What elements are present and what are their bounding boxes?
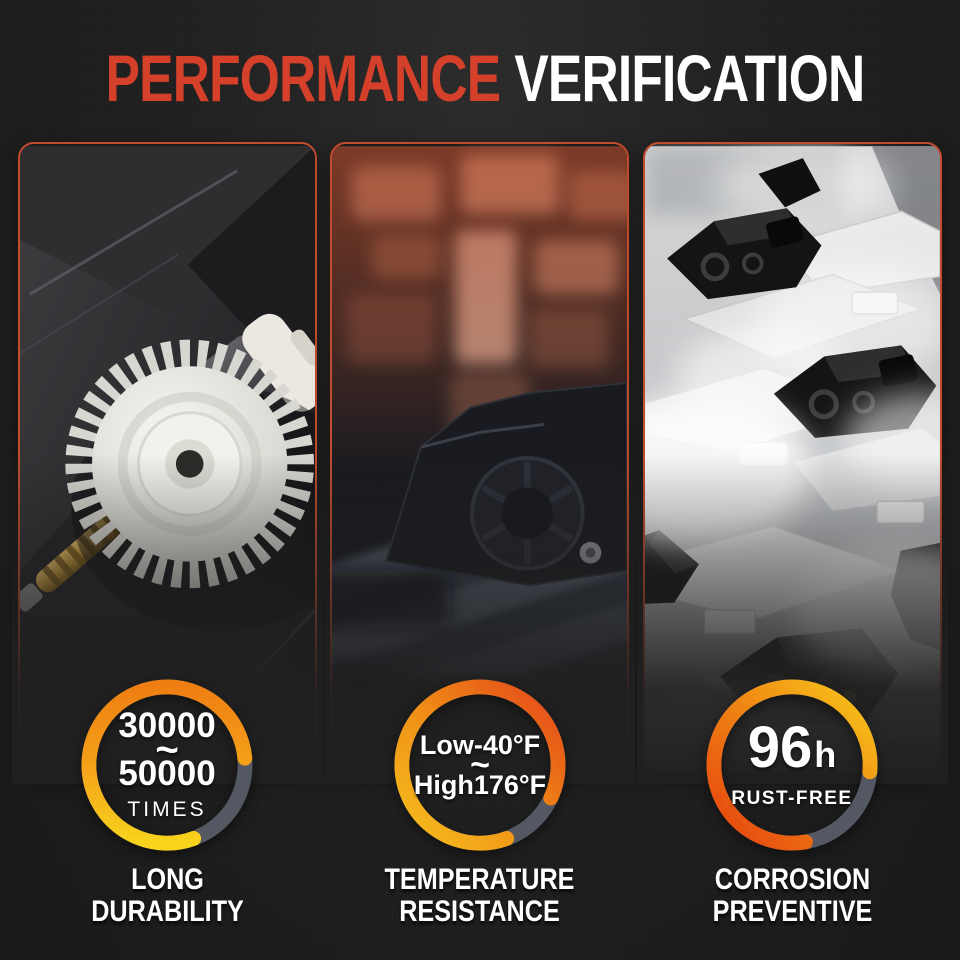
label-line: CORROSION (714, 863, 871, 896)
stat-caption: TIMES (127, 797, 207, 821)
label-line: DURABILITY (91, 895, 244, 928)
durability-stat-badge: 30000 ~ 50000 TIMES (78, 676, 256, 854)
label-long-durability: LONG DURABILITY (42, 864, 293, 928)
label-line: RESISTANCE (399, 895, 560, 928)
corrosion-stat-badge: 96 h RUST-FREE (703, 676, 881, 854)
label-temperature-resistance: TEMPERATURE RESISTANCE (354, 864, 605, 928)
temperature-stat-text: Low-40°F ~ High176°F (391, 676, 569, 854)
title-rest: VERIFICATION (514, 41, 865, 115)
stat-value: 96 (747, 714, 813, 780)
stat-line: High176°F (413, 770, 547, 800)
title-highlight: PERFORMANCE (105, 41, 501, 115)
label-line: LONG (131, 863, 204, 896)
durability-stat-text: 30000 ~ 50000 TIMES (78, 676, 256, 854)
stat-caption: RUST-FREE (731, 787, 853, 809)
white-gear-graphic (65, 339, 315, 632)
temperature-stat-badge: Low-40°F ~ High176°F (391, 676, 569, 854)
label-line: PREVENTIVE (712, 895, 873, 928)
stat-unit: h (814, 733, 837, 775)
stat-value-row: 96 h (747, 714, 837, 782)
label-line: TEMPERATURE (384, 863, 575, 896)
label-corrosion-preventive: CORROSION PREVENTIVE (667, 864, 918, 928)
page-title: PERFORMANCE VERIFICATION (105, 41, 866, 115)
corrosion-stat-text: 96 h RUST-FREE (703, 676, 881, 854)
tilde-glyph: ~ (470, 746, 490, 784)
panel-corrosion-preventive (637, 142, 948, 784)
stat-line: 50000 (118, 753, 216, 793)
